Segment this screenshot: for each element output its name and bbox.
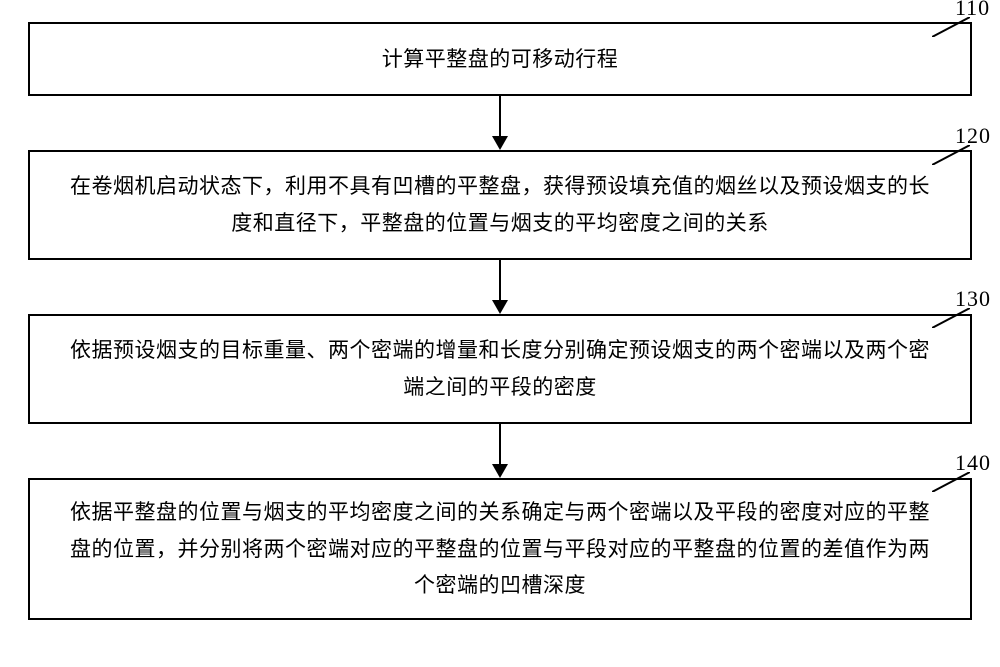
flow-node-1-text: 计算平整盘的可移动行程	[382, 41, 619, 78]
flow-node-2: 在卷烟机启动状态下，利用不具有凹槽的平整盘，获得预设填充值的烟丝以及预设烟支的长…	[28, 150, 972, 260]
ref-label-110: 110	[955, 0, 990, 21]
ref-label-120: 120	[955, 123, 991, 149]
flow-arrow-2-3	[28, 260, 972, 314]
flow-node-2-text: 在卷烟机启动状态下，利用不具有凹槽的平整盘，获得预设填充值的烟丝以及预设烟支的长…	[60, 168, 940, 242]
ref-label-140: 140	[955, 450, 991, 476]
flow-node-1: 计算平整盘的可移动行程	[28, 22, 972, 96]
flow-node-3: 依据预设烟支的目标重量、两个密端的增量和长度分别确定预设烟支的两个密端以及两个密…	[28, 314, 972, 424]
flow-node-4-text: 依据平整盘的位置与烟支的平均密度之间的关系确定与两个密端以及平段的密度对应的平整…	[60, 494, 940, 604]
flow-arrow-3-4	[28, 424, 972, 478]
flowchart-container: 计算平整盘的可移动行程 在卷烟机启动状态下，利用不具有凹槽的平整盘，获得预设填充…	[28, 22, 972, 620]
flow-arrow-1-2	[28, 96, 972, 150]
flow-node-3-text: 依据预设烟支的目标重量、两个密端的增量和长度分别确定预设烟支的两个密端以及两个密…	[60, 332, 940, 406]
flow-node-4: 依据平整盘的位置与烟支的平均密度之间的关系确定与两个密端以及平段的密度对应的平整…	[28, 478, 972, 620]
ref-label-130: 130	[955, 286, 991, 312]
